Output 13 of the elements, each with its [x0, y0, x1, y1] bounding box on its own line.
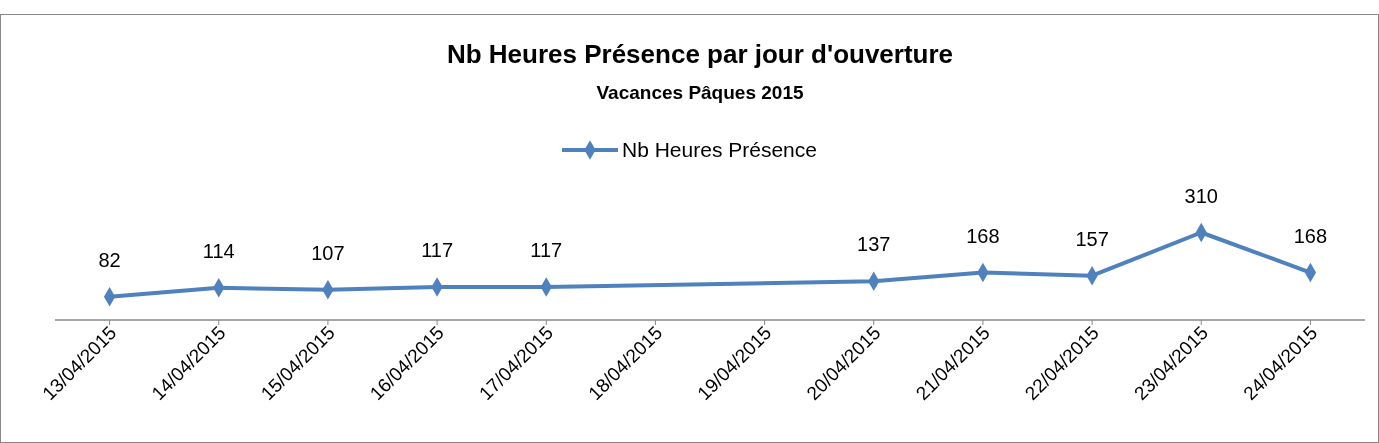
data-label: 310 [1184, 184, 1218, 207]
data-label: 157 [1075, 227, 1109, 250]
data-label: 168 [966, 224, 1000, 247]
data-label: 107 [311, 241, 345, 264]
chart-subtitle: Vacances Pâques 2015 [596, 82, 804, 103]
legend-label: Nb Heures Présence [622, 138, 817, 161]
chart-title: Nb Heures Présence par jour d'ouverture [446, 39, 954, 69]
data-label: 117 [530, 238, 563, 261]
data-label: 137 [857, 233, 891, 256]
data-label: 114 [202, 239, 235, 262]
data-label: 82 [98, 248, 121, 271]
data-label: 168 [1293, 224, 1328, 247]
data-label: 117 [421, 238, 454, 261]
